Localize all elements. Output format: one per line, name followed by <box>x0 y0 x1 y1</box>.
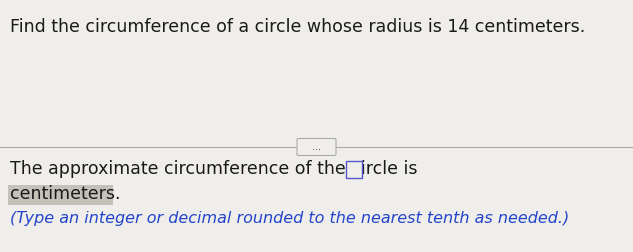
Bar <box>346 161 362 177</box>
FancyBboxPatch shape <box>297 139 336 155</box>
Text: centimeters.: centimeters. <box>10 185 120 203</box>
Bar <box>8 185 113 205</box>
Text: Find the circumference of a circle whose radius is 14 centimeters.: Find the circumference of a circle whose… <box>10 18 586 36</box>
Text: (Type an integer or decimal rounded to the nearest tenth as needed.): (Type an integer or decimal rounded to t… <box>10 211 569 227</box>
Text: The approximate circumference of the circle is: The approximate circumference of the cir… <box>10 160 423 178</box>
Text: ...: ... <box>312 142 321 152</box>
